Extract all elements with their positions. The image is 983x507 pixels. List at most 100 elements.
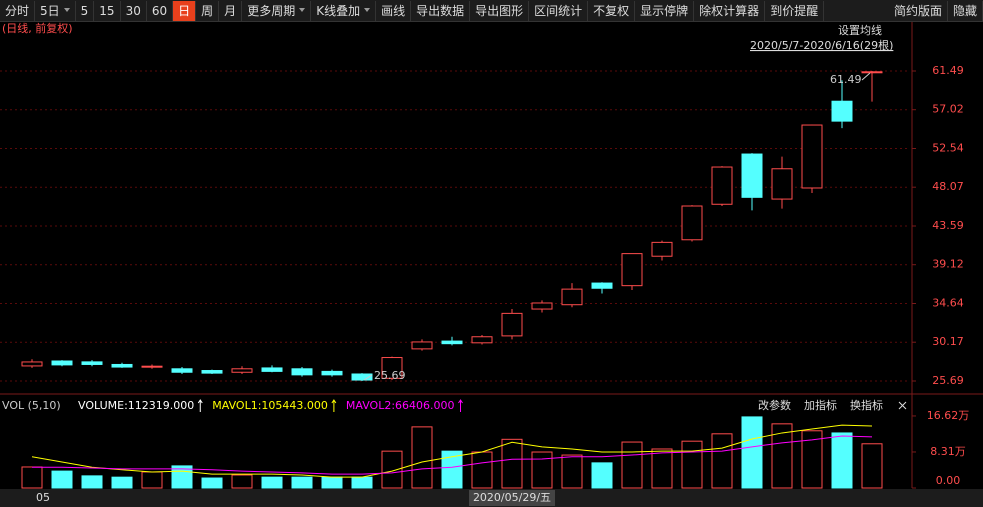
toolbar-button[interactable]: 不复权 bbox=[588, 0, 636, 21]
toolbar-button[interactable]: 到价提醒 bbox=[765, 0, 825, 21]
volume-bar bbox=[621, 441, 643, 489]
candle-body bbox=[741, 153, 763, 198]
candle-body bbox=[711, 166, 733, 205]
y-tick-label: 16.62万 bbox=[927, 409, 970, 422]
volume-bar bbox=[771, 423, 793, 489]
high-annotation: 61.49 bbox=[830, 73, 862, 86]
panel-button[interactable]: 换指标 bbox=[850, 398, 883, 412]
x-tick-label: 05 bbox=[36, 491, 50, 504]
volume-bar bbox=[231, 474, 253, 489]
panel-button[interactable]: 加指标 bbox=[804, 398, 837, 412]
toolbar-button[interactable]: 显示停牌 bbox=[635, 0, 695, 21]
toolbar-button[interactable]: 更多周期 bbox=[242, 0, 312, 21]
candle-body bbox=[201, 370, 223, 374]
y-tick-label: 61.49 bbox=[932, 64, 964, 77]
candle-body bbox=[321, 370, 343, 376]
volume-bar bbox=[651, 448, 673, 489]
x-tick-label: 2020/05/29/五 bbox=[473, 491, 551, 504]
volume-bar bbox=[381, 450, 403, 489]
toolbar-button[interactable]: 5 bbox=[76, 0, 95, 21]
toolbar-button[interactable]: 区间统计 bbox=[529, 0, 589, 21]
volume-bar bbox=[291, 476, 313, 489]
toolbar-button[interactable]: 15 bbox=[94, 0, 121, 21]
candle-body bbox=[591, 282, 613, 289]
panel-button[interactable]: 改参数 bbox=[758, 398, 791, 412]
legend-entry: MAVOL2:66406.000 bbox=[346, 399, 455, 412]
volume-bar bbox=[861, 443, 883, 489]
ma-line bbox=[31, 424, 873, 478]
volume-bar bbox=[591, 462, 613, 489]
volume-bar bbox=[681, 440, 703, 489]
ma-button[interactable]: 设置均线 bbox=[838, 23, 882, 37]
toolbar-button[interactable]: 分时 bbox=[0, 0, 36, 21]
toolbar-button[interactable]: 简约版面 bbox=[889, 0, 948, 21]
price-panel-bg bbox=[0, 22, 983, 394]
toolbar-left: 分时 5日 5 15 30 60 日周月更多周期 K线叠加 画线 导出数据 导出图形 区间统计 不复权显… bbox=[0, 0, 825, 21]
close-button[interactable] bbox=[898, 401, 907, 410]
candle-body bbox=[231, 368, 253, 373]
volume-bar bbox=[441, 450, 463, 489]
candle-body bbox=[171, 368, 193, 373]
toolbar-button[interactable]: 导出图形 bbox=[470, 0, 530, 21]
candle-body bbox=[21, 361, 43, 367]
candle-body bbox=[561, 288, 583, 306]
toolbar-button[interactable]: 月 bbox=[219, 0, 243, 21]
volume-bar bbox=[561, 454, 583, 489]
toolbar-button[interactable]: 5日 bbox=[35, 0, 76, 21]
y-tick-label: 8.31万 bbox=[930, 445, 966, 458]
toolbar-button[interactable]: 除权计算器 bbox=[694, 0, 766, 21]
y-tick-label: 52.54 bbox=[932, 141, 964, 154]
volume-bar bbox=[801, 430, 823, 489]
legend-arrow bbox=[458, 399, 463, 412]
volume-bar bbox=[111, 476, 133, 489]
candle-body bbox=[51, 360, 73, 366]
volume-bar bbox=[201, 477, 223, 489]
candle-body bbox=[411, 341, 433, 350]
volume-bar bbox=[741, 416, 763, 489]
candle-body bbox=[621, 253, 643, 287]
legend-arrow bbox=[197, 399, 203, 412]
candle-body bbox=[681, 205, 703, 241]
candle-body bbox=[261, 367, 283, 372]
y-tick-label: 57.02 bbox=[932, 103, 964, 116]
cursor-label-bg bbox=[469, 490, 555, 506]
candle-body bbox=[831, 100, 853, 122]
toolbar-button[interactable]: 60 bbox=[147, 0, 174, 21]
volume-bar bbox=[21, 466, 43, 489]
annotation-arrow bbox=[861, 72, 871, 81]
candle-body bbox=[771, 168, 793, 200]
volume-bar bbox=[531, 451, 553, 489]
volume-bar bbox=[141, 471, 163, 489]
volume-bar bbox=[501, 438, 523, 489]
candle-body bbox=[531, 302, 553, 310]
candle-body bbox=[141, 365, 163, 368]
toolbar: 分时 5日 5 15 30 60 日周月更多周期 K线叠加 画线 导出数据 导出图形 区间统计 不复权显… bbox=[0, 0, 983, 22]
low-annotation: 25.69 bbox=[374, 369, 406, 382]
toolbar-button[interactable]: 画线 bbox=[376, 0, 412, 21]
legend-arrow bbox=[331, 399, 337, 412]
candle-body bbox=[801, 124, 823, 189]
volume-bar bbox=[711, 433, 733, 489]
toolbar-button[interactable]: 周 bbox=[196, 0, 220, 21]
toolbar-button[interactable]: 日 bbox=[173, 0, 197, 21]
volume-bar bbox=[411, 426, 433, 489]
ma-line bbox=[32, 435, 873, 475]
candle-body bbox=[291, 368, 313, 376]
range-label: 2020/5/7-2020/6/16(29根) bbox=[750, 38, 893, 52]
candle-body bbox=[471, 336, 493, 344]
toolbar-button[interactable]: 导出数据 bbox=[411, 0, 471, 21]
legend-entry: MAVOL1:105443.000 bbox=[212, 399, 328, 412]
candle-body bbox=[651, 241, 673, 257]
volume-bar bbox=[321, 476, 343, 489]
candle-body bbox=[351, 373, 373, 381]
toolbar-button[interactable]: K线叠加 bbox=[311, 0, 377, 21]
y-tick-label: 0.00 bbox=[936, 474, 961, 487]
toolbar-button[interactable]: 隐藏 bbox=[948, 0, 983, 21]
volume-bar bbox=[831, 432, 853, 489]
toolbar-right: 简约版面 隐藏 bbox=[889, 0, 983, 21]
legend-entry: VOLUME:112319.000 bbox=[78, 399, 194, 412]
toolbar-button[interactable]: 30 bbox=[121, 0, 147, 21]
vol-title: VOL (5,10) bbox=[2, 399, 61, 412]
